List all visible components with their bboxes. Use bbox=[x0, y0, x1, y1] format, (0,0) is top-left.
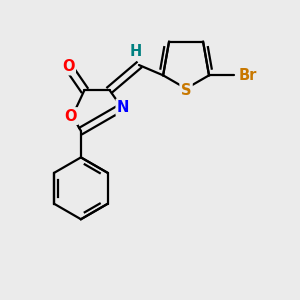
Text: S: S bbox=[181, 82, 191, 98]
Text: H: H bbox=[130, 44, 142, 59]
Text: Br: Br bbox=[238, 68, 257, 83]
Text: O: O bbox=[64, 109, 77, 124]
Text: N: N bbox=[117, 100, 129, 115]
Text: O: O bbox=[62, 59, 74, 74]
